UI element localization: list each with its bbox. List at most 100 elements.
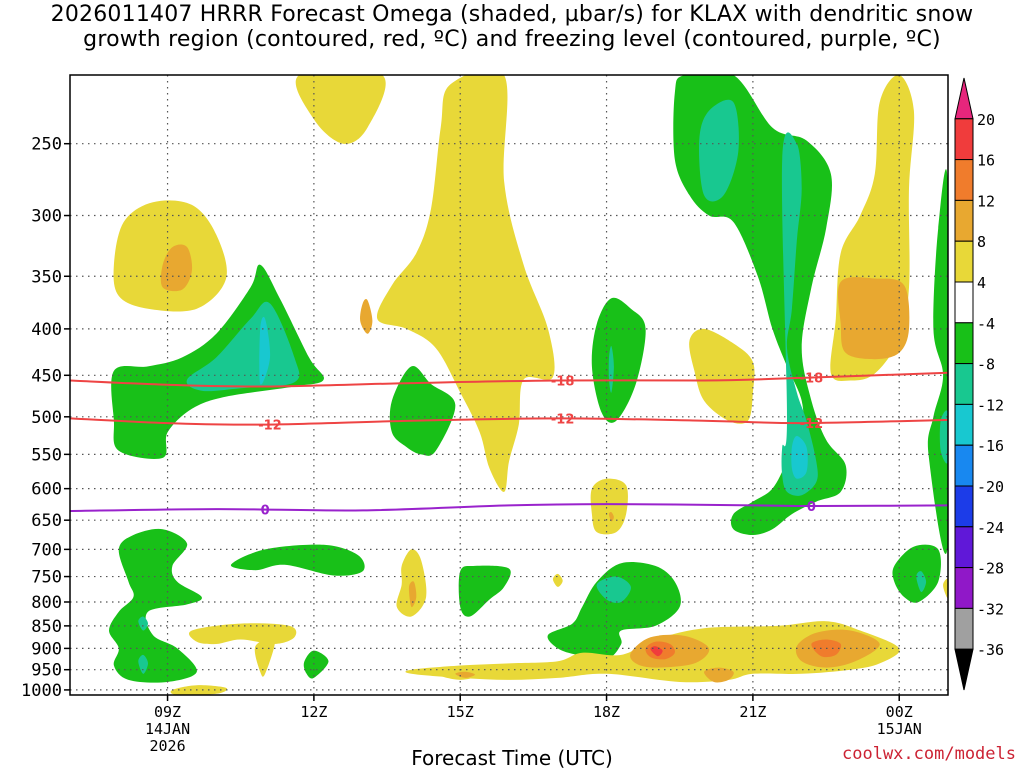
contour-label-dendritic-12-1: -12 [551,412,575,427]
x-tick-label-00Z: 00Z [886,703,913,721]
region-teal-2030 [699,99,739,202]
colorbar-label--32: -32 [977,600,1004,618]
contour-label-dendritic-12-0: -12 [258,418,282,433]
y-tick-label-250: 250 [31,135,62,155]
y-tick-label-650: 650 [31,511,62,531]
colorbar-swatch-8 [954,403,974,446]
region-yellow-tall-column [376,75,555,492]
colorbar-label--20: -20 [977,478,1004,496]
plot-frame [69,74,949,696]
region-green-1800-lower [547,562,681,660]
region-green-1100-strip [230,544,365,576]
colorbar-label--36: -36 [977,641,1004,659]
colorbar-swatch-2 [954,159,974,201]
region-green-lower-left [109,528,202,683]
colorbar-swatch-9 [954,444,974,487]
region-green-1200-dot [303,650,329,679]
region-yellow-1700-dot [552,573,563,587]
x-tick-label-21Z: 21Z [739,703,766,721]
y-tick-label-550: 550 [31,445,62,465]
x-axis-title: Forecast Time (UTC) [411,746,613,770]
colorbar: 20 16 12 8 4 -4 -8 -12 -16 -20 -24 -28 -32 -36 [954,77,1004,691]
colorbar-swatch-5 [954,281,974,324]
region-cyan-left-sliver [259,316,271,385]
region-orange-sliver [360,299,373,334]
region-orange-1400-lower [408,581,417,608]
colorbar-swatch-12 [954,567,974,609]
credit-text: coolwx.com/models [842,744,1016,764]
colorbar-label-20: 20 [977,111,995,129]
y-tick-label-750: 750 [31,568,62,588]
chart-title: 2026011407 HRRR Forecast Omega (shaded, … [0,2,1024,52]
region-teal-1800-lower [596,576,631,603]
y-tick-label-1000: 1000 [21,681,62,701]
colorbar-label--28: -28 [977,560,1004,578]
colorbar-label-16: 16 [977,152,995,170]
contour-line-dendritic-18 [69,371,949,388]
contour-label-freezing-level-0: 0 [261,504,270,519]
x-tick-label-09Z: 09Z [154,703,181,721]
region-orange-1830-dot [609,512,614,522]
colorbar-label--16: -16 [977,437,1004,455]
plot-border [69,74,949,696]
y-tick-label-700: 700 [31,540,62,560]
omega-shading [109,75,948,695]
region-teal-lower-left-b [138,654,148,674]
gridlines [70,75,948,695]
region-teal-right-edge [939,410,948,464]
region-green-1400 [389,366,456,456]
region-yellow-1100-hanging [254,637,276,677]
x-tick-label-12Z: 12Z [300,703,327,721]
colorbar-label-12: 12 [977,192,995,210]
colorbar-label--24: -24 [977,519,1004,537]
region-green-1800 [591,297,646,423]
colorbar-label-4: 4 [977,274,986,292]
region-yellow-top-1130 [295,75,386,144]
colorbar-swatch-10 [954,485,974,528]
y-tick-label-850: 850 [31,617,62,637]
colorbar-swatch-6 [954,322,974,365]
region-teal-left-main [186,301,300,392]
temperature-contours: -18 -18 -12 -12 -12 0 0 [69,371,949,519]
y-tick-label-800: 800 [31,593,62,613]
region-green-right-edge [927,169,948,554]
chart-title-line-1: 2026011407 HRRR Forecast Omega (shaded, … [50,2,974,27]
contour-line-dendritic-12 [69,417,949,426]
region-orange-upper-left [160,244,193,292]
x-date-label-00Z: 15JAN [877,720,922,738]
x-tick-label-15Z: 15Z [447,703,474,721]
region-yellow-2015 [689,328,755,424]
colorbar-label--8: -8 [977,356,995,374]
y-tick-label-950: 950 [31,661,62,681]
contour-label-dendritic-12-2: -12 [800,417,824,432]
colorbar-top-triangle [954,77,974,120]
colorbar-label-8: 8 [977,233,986,251]
region-teal-2345 [916,571,927,593]
region-green-1530-lower [458,565,511,617]
region-yellow-2500-dot [943,578,948,599]
region-teal-2200-column [781,132,818,496]
region-yellow-0930-bottom [170,685,228,695]
x-tick-label-18Z: 18Z [593,703,620,721]
region-orange-right-upper [837,277,910,360]
colorbar-bottom-triangle [954,648,974,691]
colorbar-label--12: -12 [977,396,1004,414]
chart-title-line-2: growth region (contoured, red, ºC) and f… [83,27,941,52]
contour-label-dendritic-18-0: -18 [551,375,575,390]
y-tick-label-400: 400 [31,320,62,340]
contour-label-dendritic-18-1: -18 [800,372,824,387]
y-tick-label-300: 300 [31,207,62,227]
colorbar-swatch-4 [954,240,974,283]
y-tick-label-350: 350 [31,267,62,287]
contour-line-freezing-level [69,503,949,512]
colorbar-swatch-1 [954,118,974,161]
region-cyan-2200 [791,436,808,479]
y-tick-label-900: 900 [31,639,62,659]
y-axis: 2503003504004505005506006507007508008509… [21,135,70,701]
colorbar-swatch-13 [954,607,974,650]
colorbar-swatch-3 [954,199,974,242]
region-teal-lower-left-a [138,616,148,631]
x-year-label-09Z: 2026 [149,737,185,755]
